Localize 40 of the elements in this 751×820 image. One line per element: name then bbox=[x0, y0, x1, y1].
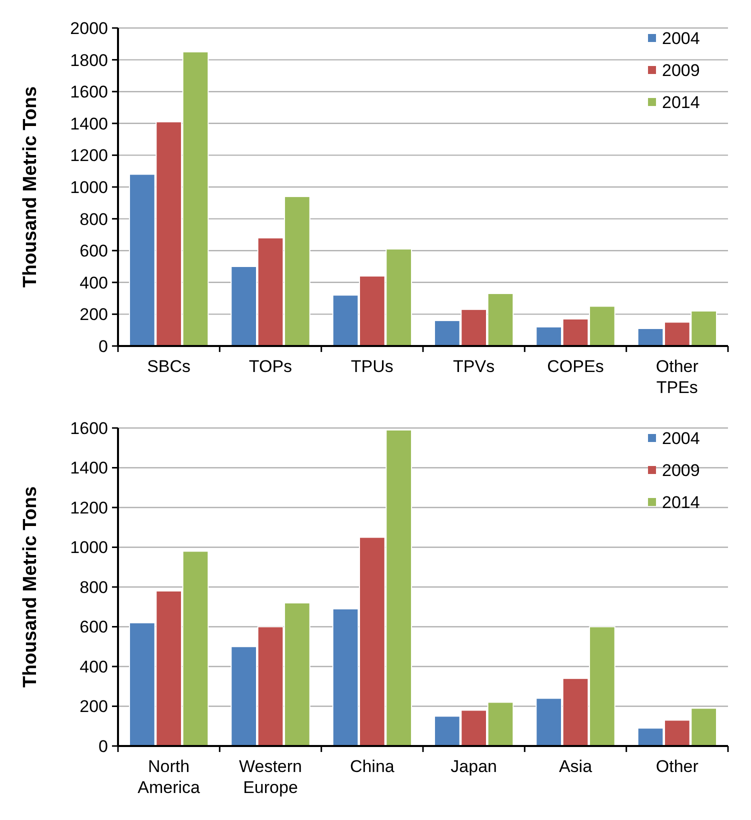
y-tick-label: 1400 bbox=[70, 114, 108, 134]
y-tick-label: 600 bbox=[80, 618, 108, 637]
legend-label: 2009 bbox=[662, 460, 700, 480]
y-tick-label: 400 bbox=[80, 657, 108, 676]
y-tick-label: 1200 bbox=[70, 146, 108, 166]
y-tick-label: 1600 bbox=[70, 82, 108, 102]
y-tick-label: 0 bbox=[98, 336, 108, 356]
y-tick-label: 2000 bbox=[70, 18, 108, 38]
x-tick-label: Other bbox=[656, 757, 699, 776]
x-tick-label: TPVs bbox=[453, 357, 495, 376]
y-tick-label: 800 bbox=[80, 210, 108, 229]
y-tick-label: 600 bbox=[80, 242, 108, 261]
x-tick-label: North America bbox=[138, 757, 201, 797]
legend-label: 2014 bbox=[662, 492, 700, 512]
legend-label: 2009 bbox=[662, 60, 700, 80]
y-tick-label: 1000 bbox=[70, 538, 108, 558]
y-tick-label: 200 bbox=[80, 305, 108, 324]
y-tick-label: 1600 bbox=[70, 418, 108, 438]
x-tick-label: Other TPEs bbox=[656, 357, 699, 397]
x-tick-label: TOPs bbox=[248, 357, 292, 376]
legend-label: 2004 bbox=[662, 428, 700, 448]
y-axis-title: Thousand Metric Tons bbox=[20, 86, 41, 288]
x-tick-label: Asia bbox=[558, 757, 593, 776]
x-tick-label: China bbox=[350, 757, 395, 776]
x-tick-label: TPUs bbox=[350, 357, 394, 376]
y-tick-label: 200 bbox=[80, 697, 108, 716]
x-tick-label: Japan bbox=[450, 757, 497, 776]
x-tick-label: Western Europe bbox=[239, 757, 302, 797]
y-tick-label: 1800 bbox=[70, 50, 108, 70]
x-tick-label: SBCs bbox=[147, 357, 191, 376]
legend-label: 2004 bbox=[662, 28, 700, 48]
y-tick-label: 1400 bbox=[70, 458, 108, 478]
y-tick-label: 1000 bbox=[70, 178, 108, 197]
y-tick-label: 400 bbox=[80, 273, 108, 292]
y-axis-title: Thousand Metric Tons bbox=[20, 486, 41, 688]
y-tick-label: 1200 bbox=[70, 498, 108, 518]
y-tick-label: 800 bbox=[80, 578, 108, 597]
x-tick-label: COPEs bbox=[547, 357, 604, 376]
legend-label: 2014 bbox=[662, 92, 700, 112]
y-tick-label: 0 bbox=[98, 736, 108, 756]
